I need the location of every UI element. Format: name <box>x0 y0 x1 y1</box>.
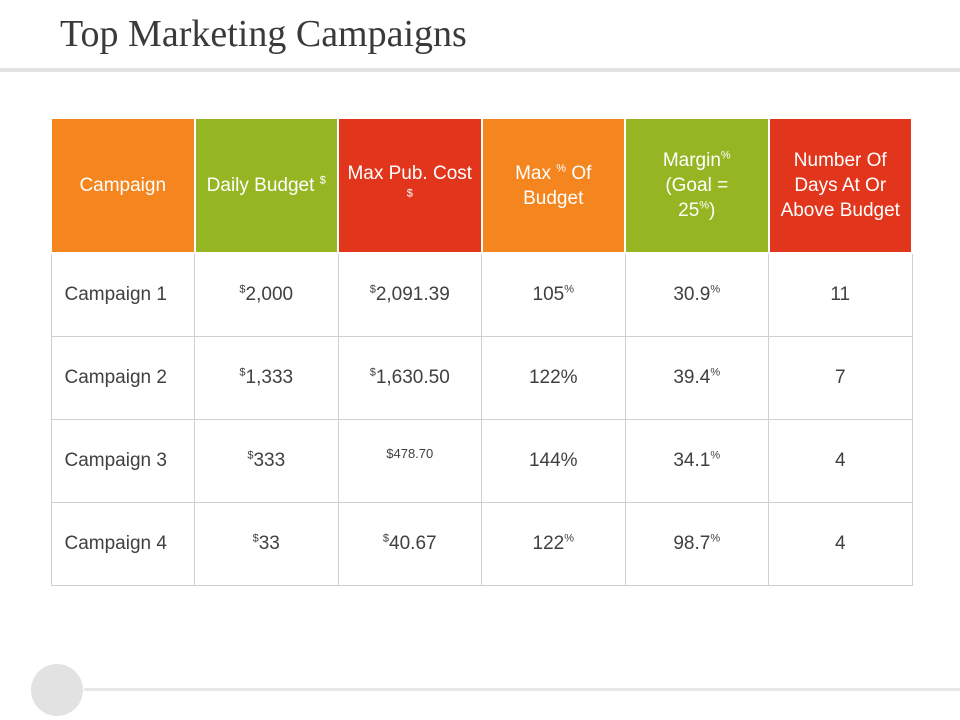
header-max-pub-cost-label: Max Pub. Cost <box>347 162 473 184</box>
page-title: Top Marketing Campaigns <box>60 13 467 55</box>
max-pub-cost-cell: $2,091.39 <box>337 252 482 337</box>
percent-superscript: % <box>710 449 721 462</box>
days-value: 4 <box>834 450 846 471</box>
percent-superscript: % <box>710 283 721 296</box>
header-margin-pre: Margin <box>662 150 721 171</box>
dollar-superscript: $ <box>369 283 376 296</box>
dollar-superscript: $ <box>247 449 254 462</box>
header-campaign-label: Campaign <box>79 175 167 196</box>
max-of-budget-cell: 144% <box>481 419 626 503</box>
daily-budget-value: 2,000 <box>245 284 294 305</box>
max-of-budget-cell: 122% <box>481 502 626 586</box>
header-max-of-budget-pre: Max <box>515 162 551 184</box>
margin-cell: 34.1% <box>624 419 769 503</box>
margin-value: 39.4 <box>673 367 711 388</box>
percent-superscript: % <box>699 199 710 212</box>
days-cell: 4 <box>768 502 913 586</box>
campaign-cell: Campaign 1 <box>50 252 195 337</box>
margin-cell: 39.4% <box>624 336 769 420</box>
days-cell: 4 <box>768 419 913 503</box>
header-daily-budget: Daily Budget $ <box>193 117 339 254</box>
dollar-superscript: $ <box>239 283 246 296</box>
campaign-name: Campaign 1 <box>64 284 167 305</box>
header-days-above-budget-label: Number Of Days At Or Above Budget <box>780 150 900 221</box>
dollar-superscript: $ <box>239 366 246 379</box>
table-row: Campaign 4 $33 $40.67 122% 98.7% 4 <box>50 502 913 586</box>
days-cell: 7 <box>768 336 913 420</box>
dollar-superscript: $ <box>369 366 376 379</box>
max-of-budget-value: 122 <box>532 533 565 554</box>
days-value: 11 <box>830 284 851 305</box>
daily-budget-value: 333 <box>253 450 286 471</box>
dollar-superscript: $ <box>382 532 390 545</box>
max-pub-cost-value: 40.67 <box>389 533 437 554</box>
slide-decoration-circle <box>31 664 83 716</box>
footer-divider <box>84 688 960 691</box>
max-of-budget-cell: 122% <box>481 336 626 420</box>
dollar-superscript: $ <box>252 532 259 545</box>
daily-budget-cell: $1,333 <box>194 336 339 420</box>
percent-superscript: % <box>720 149 731 162</box>
margin-cell: 30.9% <box>624 252 769 337</box>
days-cell: 11 <box>768 252 913 337</box>
campaign-cell: Campaign 2 <box>50 336 195 420</box>
percent-superscript: % <box>564 532 574 545</box>
max-pub-cost-value: 1,630.50 <box>375 367 450 388</box>
campaign-cell: Campaign 3 <box>50 419 195 503</box>
margin-value: 30.9 <box>673 284 711 305</box>
margin-cell: 98.7% <box>624 502 769 586</box>
days-value: 7 <box>834 367 846 388</box>
daily-budget-cell: $2,000 <box>194 252 339 337</box>
max-of-budget-value: 105 <box>532 284 565 305</box>
campaign-table: Campaign Daily Budget $ Max Pub. Cost $ … <box>50 117 913 586</box>
percent-superscript: % <box>710 366 721 379</box>
table-row: Campaign 3 $333 $478.70 144% 34.1% 4 <box>50 419 913 503</box>
dollar-superscript: $ <box>319 174 326 187</box>
percent-superscript: % <box>710 532 721 545</box>
max-pub-cost-cell: $1,630.50 <box>337 336 482 420</box>
daily-budget-cell: $333 <box>194 419 339 503</box>
header-margin-goal-pre: (Goal = <box>665 175 729 196</box>
max-pub-cost-cell: $40.67 <box>337 502 482 586</box>
header-days-above-budget: Number Of Days At Or Above Budget <box>767 117 913 254</box>
header-max-pub-cost: Max Pub. Cost $ <box>337 117 483 254</box>
header-margin-goal-val: 25 <box>678 200 700 221</box>
max-of-budget-value: 144% <box>528 450 578 471</box>
header-max-of-budget: Max % Of Budget <box>480 117 626 254</box>
max-pub-cost-cell: $478.70 <box>337 419 482 503</box>
title-divider <box>0 68 960 72</box>
campaign-name: Campaign 2 <box>64 367 167 388</box>
header-max-of-budget-post: Of Budget <box>523 162 592 209</box>
percent-superscript: % <box>564 283 574 296</box>
header-row: Campaign Daily Budget $ Max Pub. Cost $ … <box>50 117 913 254</box>
table-row: Campaign 1 $2,000 $2,091.39 105% 30.9% 1… <box>50 252 913 337</box>
header-campaign: Campaign <box>50 117 196 254</box>
dollar-superscript: $ <box>406 187 413 200</box>
table-row: Campaign 2 $1,333 $1,630.50 122% 39.4% 7 <box>50 336 913 420</box>
max-of-budget-value: 122% <box>528 367 578 388</box>
percent-superscript: % <box>556 162 567 175</box>
days-value: 4 <box>834 533 846 554</box>
daily-budget-value: 33 <box>258 533 280 554</box>
campaign-name: Campaign 4 <box>64 533 167 554</box>
header-margin: Margin% (Goal = 25%) <box>624 117 770 254</box>
campaign-name: Campaign 3 <box>64 450 167 471</box>
header-margin-goal-post: ) <box>709 200 716 221</box>
max-of-budget-cell: 105% <box>481 252 626 337</box>
daily-budget-value: 1,333 <box>245 367 294 388</box>
daily-budget-cell: $33 <box>194 502 339 586</box>
margin-value: 98.7 <box>673 533 711 554</box>
max-pub-cost-value: 2,091.39 <box>375 284 450 305</box>
header-daily-budget-label: Daily Budget <box>206 175 315 196</box>
max-pub-cost-value: $478.70 <box>386 446 434 461</box>
campaign-cell: Campaign 4 <box>50 502 195 586</box>
margin-value: 34.1 <box>673 450 711 471</box>
